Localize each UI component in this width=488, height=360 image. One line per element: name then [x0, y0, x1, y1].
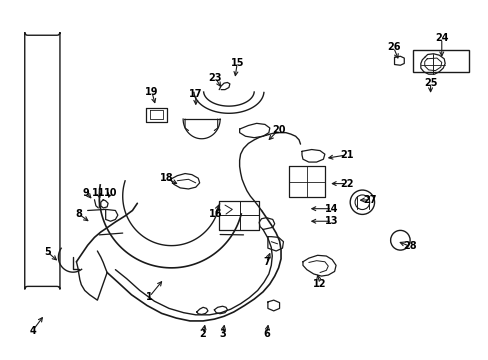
Text: 6: 6 — [263, 329, 269, 339]
Text: 3: 3 — [219, 329, 225, 339]
Text: 19: 19 — [145, 87, 159, 97]
Text: 22: 22 — [339, 179, 353, 189]
Text: 7: 7 — [263, 257, 269, 267]
Text: 11: 11 — [91, 188, 105, 198]
Text: 16: 16 — [208, 209, 222, 219]
Text: 26: 26 — [386, 42, 400, 52]
Text: 25: 25 — [423, 78, 436, 88]
Text: 2: 2 — [199, 329, 206, 339]
Text: 15: 15 — [230, 58, 244, 68]
Text: 28: 28 — [403, 241, 416, 251]
Text: 23: 23 — [208, 73, 222, 83]
Text: 10: 10 — [103, 188, 117, 198]
Text: 1: 1 — [146, 292, 153, 302]
Text: 4: 4 — [29, 325, 36, 336]
Text: 17: 17 — [189, 89, 202, 99]
Text: 27: 27 — [362, 195, 376, 205]
Text: 9: 9 — [82, 188, 89, 198]
Text: 12: 12 — [313, 279, 326, 289]
Text: 21: 21 — [339, 150, 353, 160]
Text: 13: 13 — [325, 216, 338, 226]
Text: 18: 18 — [160, 173, 173, 183]
Text: 8: 8 — [75, 209, 82, 219]
Text: 24: 24 — [434, 33, 447, 43]
Text: 20: 20 — [271, 125, 285, 135]
Text: 5: 5 — [44, 247, 50, 257]
Text: 14: 14 — [325, 204, 338, 214]
